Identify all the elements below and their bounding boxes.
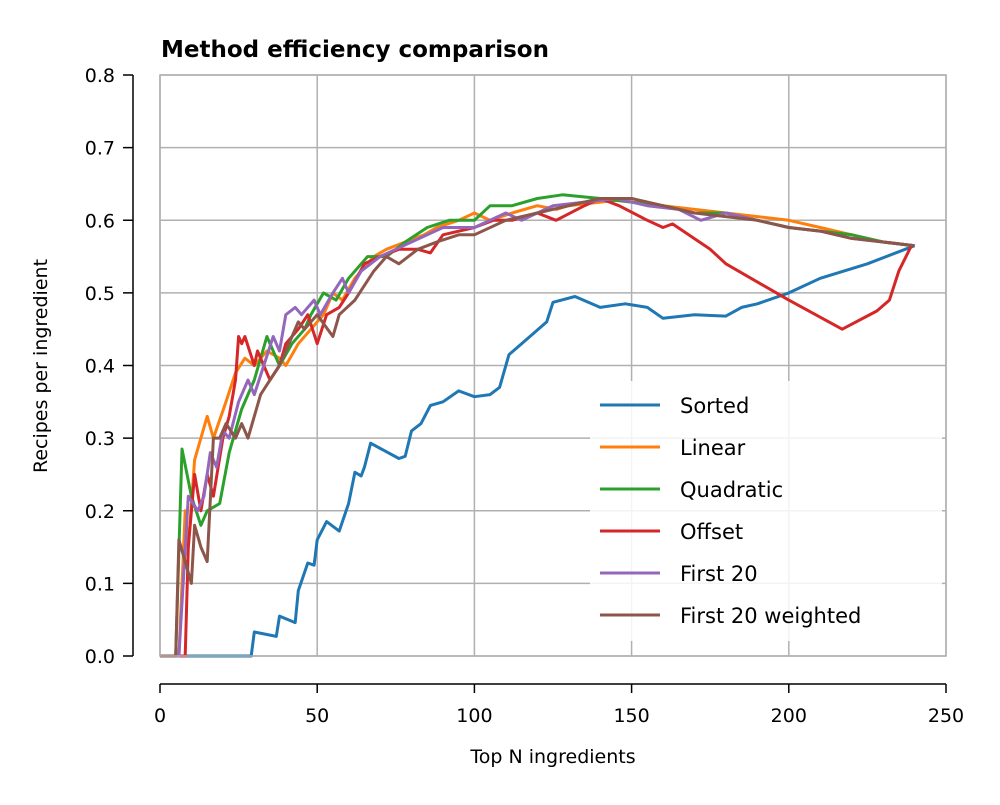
x-tick-label: 250 [928,705,964,727]
legend-box [590,381,942,641]
x-tick-label: 200 [771,705,807,727]
series-line-sorted [160,244,916,658]
x-tick-label: 100 [456,705,492,727]
y-tick-label: 0.3 [85,428,115,450]
legend: Sorted Linear Quadratic Offset First 20 First… [590,381,942,641]
y-axis-label: Recipes per ingredient [30,259,52,473]
y-tick-label: 0.8 [85,65,115,87]
y-tick-label: 0.4 [85,356,115,378]
legend-label: First 20 weighted [680,604,861,628]
legend-label: Linear [680,436,746,460]
y-tick-label: 0.2 [85,501,115,523]
legend-label: Sorted [680,394,749,418]
axes: 0 50 100 150 200 250 0.0 0.1 0.2 0.3 0.4 0.5 0.6 0.7 0… [85,65,964,727]
legend-label: Offset [680,520,743,544]
y-tick-label: 0.5 [85,283,115,305]
x-axis-label: Top N ingredients [469,746,635,768]
legend-label: First 20 [680,562,758,586]
x-tick-label: 150 [613,705,649,727]
series-line-first-20-weighted [160,197,915,658]
y-tick-label: 0.6 [85,210,115,232]
plot-frame [159,74,947,657]
x-tick-label: 50 [305,705,329,727]
series-line-offset [160,197,913,658]
series-line-linear [160,197,915,658]
series-lines [160,193,916,658]
x-tick-label: 0 [154,705,166,727]
legend-label: Quadratic [680,478,783,502]
y-tick-label: 0.0 [85,646,115,668]
y-tick-label: 0.1 [85,573,115,595]
chart-title: Method efficiency comparison [161,37,549,63]
series-line-first-20 [160,197,915,658]
y-tick-label: 0.7 [85,138,115,160]
